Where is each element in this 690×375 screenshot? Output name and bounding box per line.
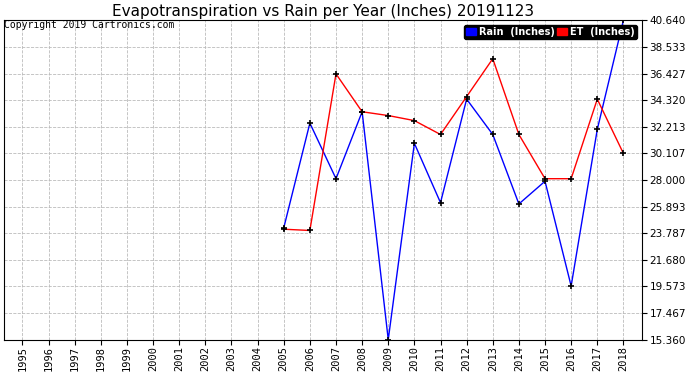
Title: Evapotranspiration vs Rain per Year (Inches) 20191123: Evapotranspiration vs Rain per Year (Inc… (112, 4, 534, 19)
Legend: Rain  (Inches), ET  (Inches): Rain (Inches), ET (Inches) (464, 25, 637, 39)
Text: Copyright 2019 Cartronics.com: Copyright 2019 Cartronics.com (4, 20, 175, 30)
